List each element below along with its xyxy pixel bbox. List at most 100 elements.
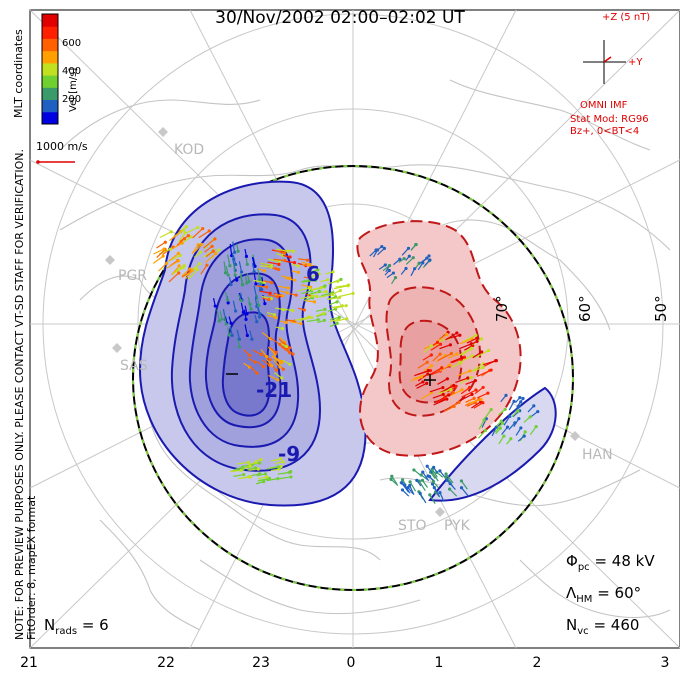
mlt-tick-1: 1: [434, 655, 444, 671]
colorbar-frame: [41, 13, 59, 125]
velocity-vector: [439, 492, 445, 502]
velocity-vector-origin: [502, 434, 506, 438]
velocity-vector-origin: [316, 318, 320, 322]
velocity-vector: [429, 386, 444, 393]
velocity-vector: [483, 360, 497, 366]
velocity-vector-origin: [425, 360, 429, 364]
velocity-vector: [471, 401, 482, 409]
velocity-vector: [238, 261, 243, 273]
velocity-vector: [282, 308, 293, 312]
hm-boundary-latitude: ΛHM = 60°: [566, 584, 642, 605]
velocity-vector: [494, 422, 503, 433]
velocity-vector: [294, 316, 309, 322]
velocity-vector: [178, 226, 187, 235]
velocity-vector-origin: [418, 491, 422, 496]
velocity-vector-origin: [466, 376, 470, 380]
velocity-vector-origin: [233, 273, 237, 277]
velocity-vector-origin: [519, 426, 523, 430]
velocity-vector-origin: [226, 273, 230, 277]
velocity-vector: [266, 466, 279, 470]
velocity-vector: [200, 264, 208, 275]
velocity-vector-origin: [449, 387, 453, 392]
velocity-vector-origin: [468, 369, 472, 373]
velocity-vector-origin: [438, 490, 442, 495]
velocity-vector-origin: [244, 317, 248, 322]
velocity-vector: [450, 357, 463, 364]
velocity-vector-origin: [190, 268, 194, 272]
velocity-vector: [258, 477, 270, 482]
velocity-vector: [437, 388, 451, 395]
velocity-vector-origin: [247, 475, 251, 479]
velocity-vector-origin: [469, 375, 473, 380]
velocity-vector-origin: [311, 265, 315, 269]
velocity-vector: [302, 263, 314, 268]
velocity-vector: [461, 487, 469, 497]
velocity-vector-origin: [455, 331, 459, 335]
velocity-vector: [451, 358, 462, 364]
latitude-label-60: 60°: [576, 295, 594, 322]
velocity-vector-origin: [253, 264, 257, 268]
velocity-vector-origin: [452, 383, 456, 388]
velocity-vector-origin: [391, 271, 396, 275]
velocity-vector-origin: [426, 372, 430, 376]
velocity-vector: [276, 248, 289, 252]
velocity-vector: [239, 476, 250, 480]
velocity-vector-origin: [201, 226, 205, 231]
velocity-vector-origin: [234, 262, 238, 267]
latitude-label-70: 70°: [493, 295, 511, 322]
velocity-vector: [460, 386, 470, 395]
velocity-vector-origin: [338, 289, 342, 293]
velocity-vector: [477, 430, 486, 439]
velocity-vector: [320, 292, 333, 297]
velocity-vector-origin: [281, 460, 285, 464]
velocity-vector: [437, 378, 448, 385]
velocity-vector: [449, 401, 460, 408]
colorbar-segment: [42, 14, 58, 27]
colorbar-segment: [42, 38, 58, 52]
velocity-vector: [158, 262, 168, 272]
stat-model-line-1: Stat Mod: RG96: [570, 114, 649, 125]
velocity-vector-origin: [293, 278, 297, 282]
velocity-vector-origin: [458, 333, 462, 337]
velocity-vector: [414, 370, 429, 377]
velocity-vector-origin: [481, 385, 485, 390]
coastline-layer: [59, 79, 671, 631]
imf-y-label: +Y: [628, 57, 643, 68]
velocity-vector: [267, 261, 280, 265]
velocity-vector: [432, 393, 444, 399]
velocity-vector: [230, 469, 242, 473]
velocity-vector-origin: [176, 251, 181, 255]
velocity-vector: [476, 369, 492, 377]
velocity-vector: [249, 365, 258, 374]
colorbar-segment: [42, 87, 58, 101]
velocity-vector-origin: [296, 264, 300, 268]
velocity-vector-origin: [400, 481, 404, 485]
velocity-vector: [429, 494, 436, 504]
velocity-vector-origin: [310, 294, 314, 298]
velocity-vector-origin: [283, 251, 287, 255]
mlt-tick-3: 3: [660, 655, 670, 671]
velocity-vector-origin: [233, 250, 237, 254]
velocity-vector-origin: [195, 268, 199, 272]
velocity-vector-origin: [272, 313, 276, 317]
velocity-vector: [508, 401, 515, 411]
velocity-vector: [152, 255, 164, 264]
velocity-vector: [253, 285, 258, 298]
velocity-vector-origin: [421, 470, 425, 474]
velocity-vector: [472, 351, 483, 359]
velocity-vector-origin: [283, 259, 287, 263]
velocity-vector-origin: [267, 476, 272, 481]
velocity-vector: [437, 352, 452, 362]
velocity-vector-origin: [447, 393, 451, 397]
velocity-vector-origin: [440, 366, 444, 370]
velocity-vector-origin: [258, 472, 262, 476]
velocity-vector: [270, 337, 281, 345]
velocity-vector-origin: [451, 390, 455, 395]
velocity-vector: [449, 389, 463, 397]
velocity-vector: [203, 238, 216, 249]
colorbar-segment: [42, 26, 58, 39]
velocity-vector-origin: [279, 457, 283, 461]
velocity-vector-origin: [199, 250, 203, 254]
stat-model-line-2: Bz+, 0<BT<4: [570, 126, 640, 137]
velocity-vector-origin: [508, 414, 512, 418]
